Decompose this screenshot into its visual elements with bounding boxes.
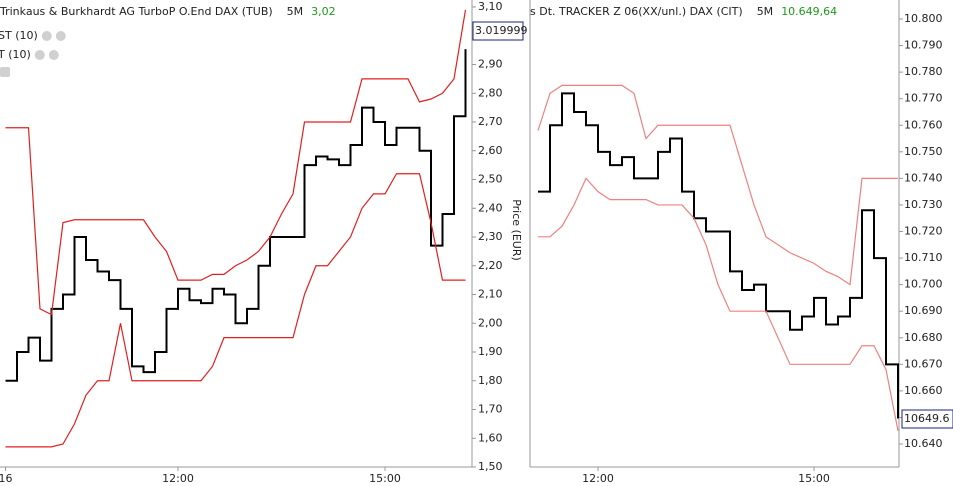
y-tick-label: 10.790 <box>904 39 943 52</box>
y-tick-label: 3,10 <box>478 0 503 13</box>
y-tick-label: 10.770 <box>904 92 943 105</box>
y-tick-label: 1,70 <box>478 403 503 416</box>
y-tick-label: 10.800 <box>904 12 943 25</box>
x-tick-label: 15:00 <box>369 472 401 485</box>
y-tick-label: 1,80 <box>478 374 503 387</box>
x-tick-label: 12:00 <box>162 472 194 485</box>
y-tick-label: 10.730 <box>904 198 943 211</box>
y-tick-label: 1,90 <box>478 345 503 358</box>
last-price-label: 10649.6 <box>904 412 950 425</box>
legend-icon[interactable] <box>34 50 45 60</box>
y-tick-label: 1,50 <box>478 460 503 473</box>
y-tick-label: 10.680 <box>904 331 943 344</box>
x-tick-label: 12:00 <box>582 472 614 485</box>
last-value: 10.649,64 <box>781 5 837 18</box>
last-price-label: 3.019999 <box>475 24 528 37</box>
last-value: 3,02 <box>311 5 336 18</box>
y-tick-label: 10.720 <box>904 225 943 238</box>
y-tick-label: 10.690 <box>904 304 943 317</box>
chart-title: s Dt. TRACKER Z 06(XX/unl.) DAX (CIT) 5M 1… <box>530 5 837 18</box>
y-tick-label: 10.660 <box>904 384 943 397</box>
band-line <box>537 84 898 286</box>
y-tick-label: 10.780 <box>904 65 943 78</box>
band-line <box>5 173 466 448</box>
y-tick-label: 2,80 <box>478 86 503 99</box>
y-tick-label: 2,20 <box>478 259 503 272</box>
y-tick-label: 2,10 <box>478 288 503 301</box>
y-tick-label: 2,60 <box>478 144 503 157</box>
y-tick-label: 2,50 <box>478 173 503 186</box>
legend-entry: T (10) <box>0 48 31 61</box>
last-price-box <box>472 21 524 41</box>
y-tick-label: 10.710 <box>904 251 943 264</box>
interval: 5M <box>287 5 304 18</box>
y-tick-label: 10.670 <box>904 357 943 370</box>
legend-icon[interactable] <box>55 31 66 41</box>
y-tick-label: 2,90 <box>478 58 503 71</box>
interval: 5M <box>757 5 774 18</box>
chart-title: Trinkaus & Burkhardt AG TurboP O.End DAX… <box>0 5 336 18</box>
legend-icon[interactable] <box>41 31 52 41</box>
y-tick-label: 10.740 <box>904 171 943 184</box>
band-line <box>5 9 467 316</box>
legend-icon[interactable] <box>48 50 59 60</box>
last-price-box <box>901 409 953 429</box>
y-tick-label: 2,40 <box>478 201 503 214</box>
title-text: s Dt. TRACKER Z 06(XX/unl.) DAX (CIT) <box>530 5 743 18</box>
y-tick-label: 10.700 <box>904 278 943 291</box>
y-tick-label: 10.760 <box>904 118 943 131</box>
title-text: Trinkaus & Burkhardt AG TurboP O.End DAX… <box>0 5 273 18</box>
y-tick-label: 2,70 <box>478 115 503 128</box>
y-tick-label: 10.640 <box>904 437 943 450</box>
legend-entry: ST (10) <box>0 29 38 42</box>
y-tick-label: 1,60 <box>478 431 503 444</box>
x-tick-label: 15:00 <box>798 472 830 485</box>
y-axis-label: Price (EUR) <box>510 199 523 261</box>
legend-icon[interactable] <box>0 67 10 77</box>
y-tick-label: 2,00 <box>478 316 503 329</box>
band-line <box>538 177 899 431</box>
y-tick-label: 2,30 <box>478 230 503 243</box>
y-tick-label: 10.750 <box>904 145 943 158</box>
price-line <box>538 92 899 419</box>
price-line <box>5 49 467 382</box>
x-tick-label: 16 <box>0 472 13 485</box>
